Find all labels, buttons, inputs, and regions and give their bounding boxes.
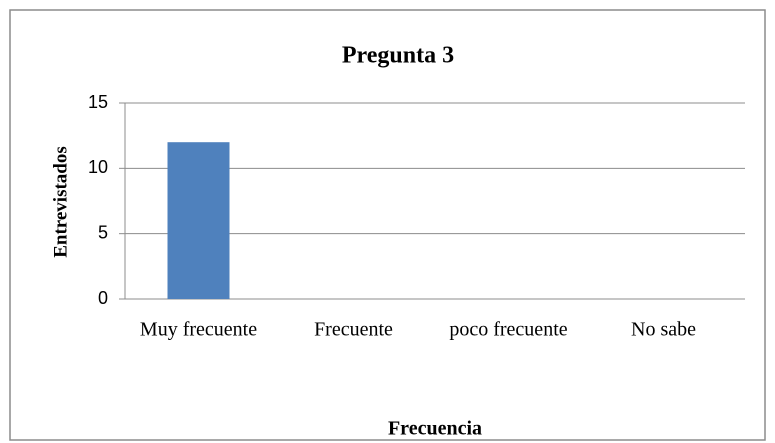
y-axis-label: Entrevistados <box>50 146 71 258</box>
x-tick-label: poco frecuente <box>449 319 567 341</box>
y-tick-label: 0 <box>98 288 108 308</box>
chart-frame <box>9 9 766 441</box>
bar <box>167 142 230 299</box>
x-axis-label: Frecuencia <box>388 418 482 440</box>
x-tick-label: No sabe <box>631 319 696 341</box>
x-tick-label: Frecuente <box>314 319 393 341</box>
y-tick-label: 10 <box>88 157 108 177</box>
x-tick-label: Muy frecuente <box>140 319 257 341</box>
y-tick-label: 5 <box>98 222 108 242</box>
y-tick-label: 15 <box>88 92 108 112</box>
chart-title: Pregunta 3 <box>342 43 454 69</box>
